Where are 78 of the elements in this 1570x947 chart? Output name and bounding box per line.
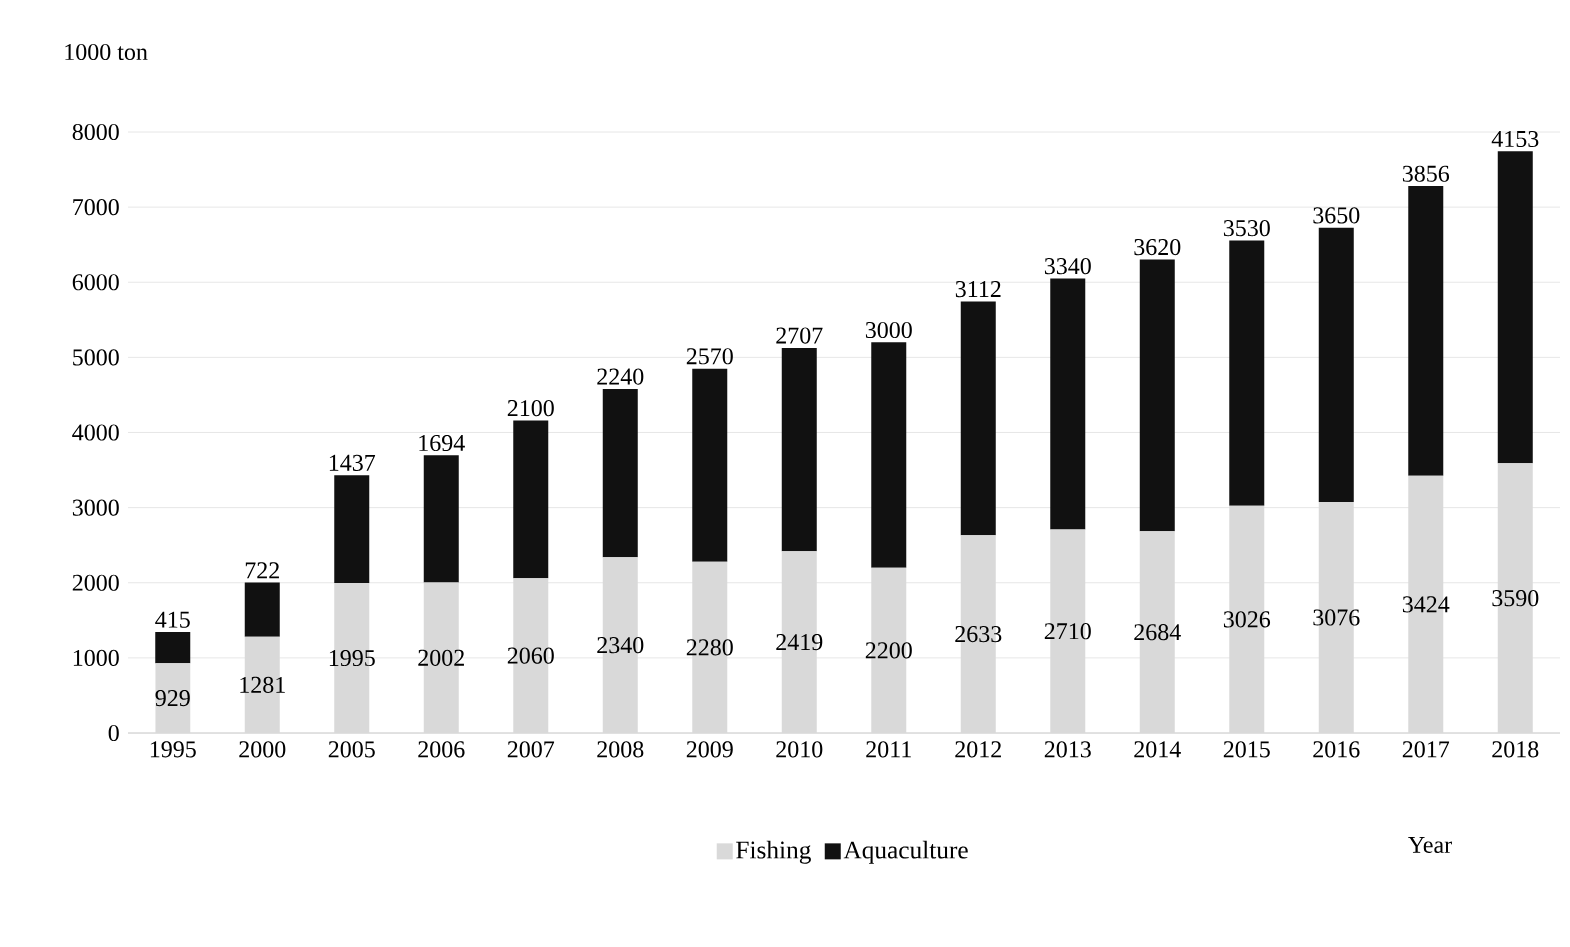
data-label: 4153: [1491, 130, 1539, 148]
y-tick-label: 3000: [72, 499, 119, 516]
bar: [692, 368, 728, 562]
bar: [423, 455, 459, 583]
x-tick-label: 2014: [1134, 741, 1181, 758]
y-tick-label: 1000: [73, 649, 119, 666]
bar: [1229, 240, 1265, 506]
data-label: 1995: [329, 650, 375, 667]
data-label: 929: [155, 690, 190, 707]
bar: [960, 301, 996, 536]
data-label: 2710: [1044, 623, 1091, 640]
data-label: 722: [245, 562, 279, 579]
y-tick-label: 5000: [73, 349, 119, 366]
data-label: 2100: [507, 400, 554, 417]
data-label: 2240: [597, 368, 644, 385]
data-label: 2570: [686, 348, 733, 365]
bar: [334, 475, 370, 584]
x-tick-label: 2010: [776, 741, 823, 758]
x-tick-label: 2008: [597, 741, 644, 758]
legend-label: Aquaculture: [843, 840, 968, 864]
bar: [1318, 227, 1354, 502]
x-tick-label: 2018: [1492, 741, 1539, 758]
data-label: 3076: [1313, 609, 1360, 626]
bar: [871, 342, 907, 568]
x-tick-label: 2005: [328, 741, 375, 758]
data-label: 2200: [865, 642, 912, 659]
x-tick-label: 2013: [1044, 741, 1091, 758]
bar: [1497, 151, 1533, 464]
data-label: 2633: [955, 626, 1002, 643]
bar: [244, 582, 280, 637]
data-label: 415: [155, 611, 190, 628]
data-label: 2280: [686, 639, 733, 656]
bar: [781, 347, 817, 552]
y-tick-label: 2000: [72, 574, 119, 591]
data-label: 3650: [1313, 207, 1360, 224]
data-label: 1694: [419, 434, 465, 452]
bar: [1139, 259, 1175, 532]
x-axis-title: Year: [1408, 837, 1452, 853]
x-tick-label: 2000: [239, 741, 286, 758]
data-label: 3424: [1402, 596, 1450, 613]
y-tick-label: 4000: [72, 424, 119, 441]
data-label: 2419: [776, 634, 823, 651]
data-label: 3112: [955, 281, 1001, 298]
data-label: 3590: [1492, 590, 1539, 607]
data-label: 3620: [1134, 238, 1181, 256]
bar: [513, 420, 549, 579]
x-tick-label: 2006: [418, 741, 465, 758]
x-tick-label: 2016: [1313, 741, 1360, 758]
x-tick-label: 2017: [1402, 741, 1450, 758]
data-label: 3856: [1402, 165, 1450, 182]
data-label: 3026: [1223, 611, 1271, 628]
x-tick-label: 2012: [955, 741, 1001, 758]
legend-label: Fishing: [736, 840, 811, 864]
x-tick-label: 2009: [686, 741, 733, 758]
y-tick-label: 8000: [72, 123, 119, 141]
x-tick-label: 1995: [150, 741, 196, 758]
data-label: 2060: [507, 647, 554, 664]
data-label: 3340: [1044, 258, 1091, 275]
data-label: 2002: [418, 649, 464, 666]
x-tick-label: 2007: [507, 741, 555, 758]
data-label: 1437: [329, 454, 376, 471]
data-label: 2707: [776, 327, 823, 344]
y-tick-label: 0: [108, 724, 119, 742]
bar: [1408, 186, 1444, 476]
bar: [155, 663, 191, 733]
data-label: 3000: [865, 321, 912, 339]
x-tick-label: 2011: [866, 741, 911, 758]
data-label: 2684: [1134, 624, 1181, 641]
data-label: 2340: [597, 637, 644, 654]
data-label: 1281: [240, 676, 285, 693]
y-axis-title: 1000 ton: [65, 43, 148, 61]
y-tick-label: 7000: [73, 199, 119, 216]
bar: [155, 632, 191, 664]
bar: [1050, 278, 1086, 530]
data-label: 3530: [1223, 220, 1270, 237]
x-tick-label: 2015: [1223, 741, 1270, 758]
y-tick-label: 6000: [72, 274, 119, 291]
bar: [602, 388, 638, 558]
